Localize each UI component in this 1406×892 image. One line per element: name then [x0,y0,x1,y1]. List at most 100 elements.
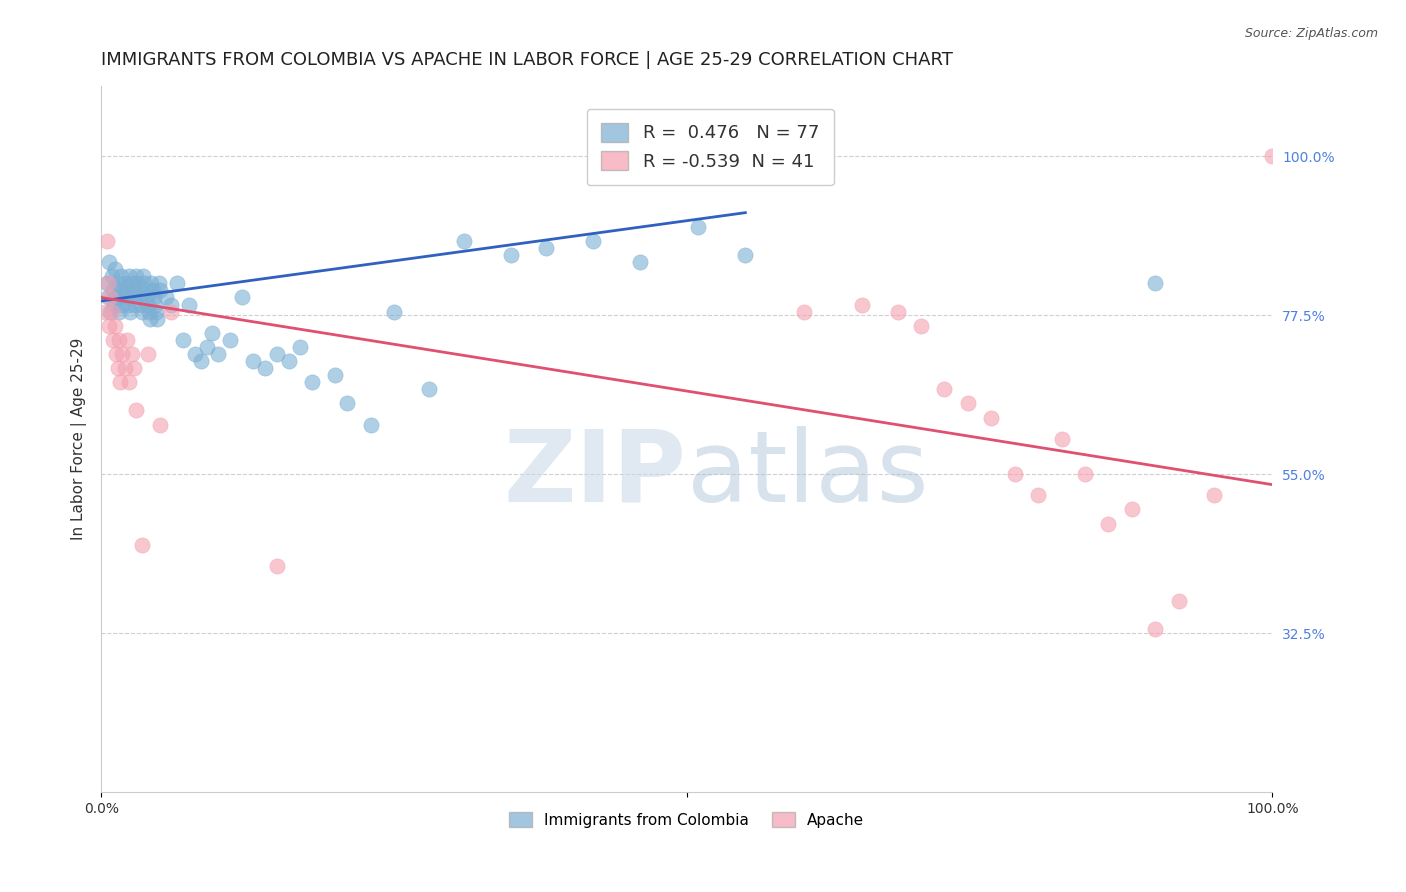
Point [107,277,129,291]
Point [118,269,141,284]
Point [201,326,224,340]
Point [111,347,134,361]
Point [101,284,124,298]
Point [886,304,908,318]
Point [111,297,134,311]
Point [382,304,405,318]
Point [131,538,153,552]
Point [97,277,120,291]
Point [100,304,122,318]
Point [96,277,118,291]
Point [290,340,312,354]
Point [97,290,120,304]
Point [499,248,522,262]
Point [124,297,146,311]
Point [132,269,155,284]
Point [141,277,163,291]
Point [121,284,143,298]
Point [122,290,145,304]
Point [115,290,138,304]
Point [142,284,165,298]
Point [1144,277,1167,291]
Point [134,277,156,291]
Point [1144,623,1167,637]
Point [108,284,131,298]
Point [793,304,815,318]
Point [155,290,177,304]
Point [190,354,212,368]
Point [122,361,145,376]
Point [980,410,1002,425]
Point [100,269,122,284]
Point [1004,467,1026,481]
Point [148,277,170,291]
Point [127,277,149,291]
Point [98,255,121,269]
Point [93,304,115,318]
Point [254,361,277,376]
Point [101,333,124,347]
Point [934,382,956,396]
Point [121,347,143,361]
Point [114,361,136,376]
Point [105,290,128,304]
Point [160,297,183,311]
Point [1167,594,1189,608]
Point [112,290,135,304]
Point [219,333,242,347]
Point [231,290,253,304]
Point [108,375,131,389]
Point [582,234,605,248]
Point [139,311,162,326]
Point [131,304,153,318]
Point [207,347,229,361]
Point [325,368,347,383]
Point [734,248,756,262]
Point [242,354,264,368]
Point [125,269,148,284]
Point [128,290,150,304]
Point [1097,516,1119,531]
Point [143,297,166,311]
Point [110,269,132,284]
Legend: Immigrants from Colombia, Apache: Immigrants from Colombia, Apache [503,805,870,834]
Point [145,304,167,318]
Point [177,297,200,311]
Point [100,290,122,304]
Point [138,304,160,318]
Text: IMMIGRANTS FROM COLOMBIA VS APACHE IN LABOR FORCE | AGE 25-29 CORRELATION CHART: IMMIGRANTS FROM COLOMBIA VS APACHE IN LA… [101,51,953,69]
Point [1202,488,1225,502]
Point [184,347,207,361]
Point [160,304,183,318]
Point [688,219,710,234]
Point [453,234,475,248]
Point [1074,467,1097,481]
Point [107,304,129,318]
Point [166,277,188,291]
Point [136,347,159,361]
Point [98,318,121,333]
Point [149,417,172,432]
Point [128,284,150,298]
Point [104,318,127,333]
Point [1026,488,1049,502]
Point [107,361,129,376]
Point [266,558,288,573]
Point [96,234,118,248]
Point [1121,502,1143,516]
Point [129,297,152,311]
Point [104,262,127,277]
Point [120,304,142,318]
Point [360,417,382,432]
Text: atlas: atlas [686,425,928,523]
Point [172,333,194,347]
Point [534,241,557,255]
Point [1261,149,1284,163]
Point [910,318,932,333]
Point [336,396,359,410]
Text: ZIP: ZIP [503,425,686,523]
Point [125,403,148,417]
Point [100,304,122,318]
Point [117,297,139,311]
Point [301,375,323,389]
